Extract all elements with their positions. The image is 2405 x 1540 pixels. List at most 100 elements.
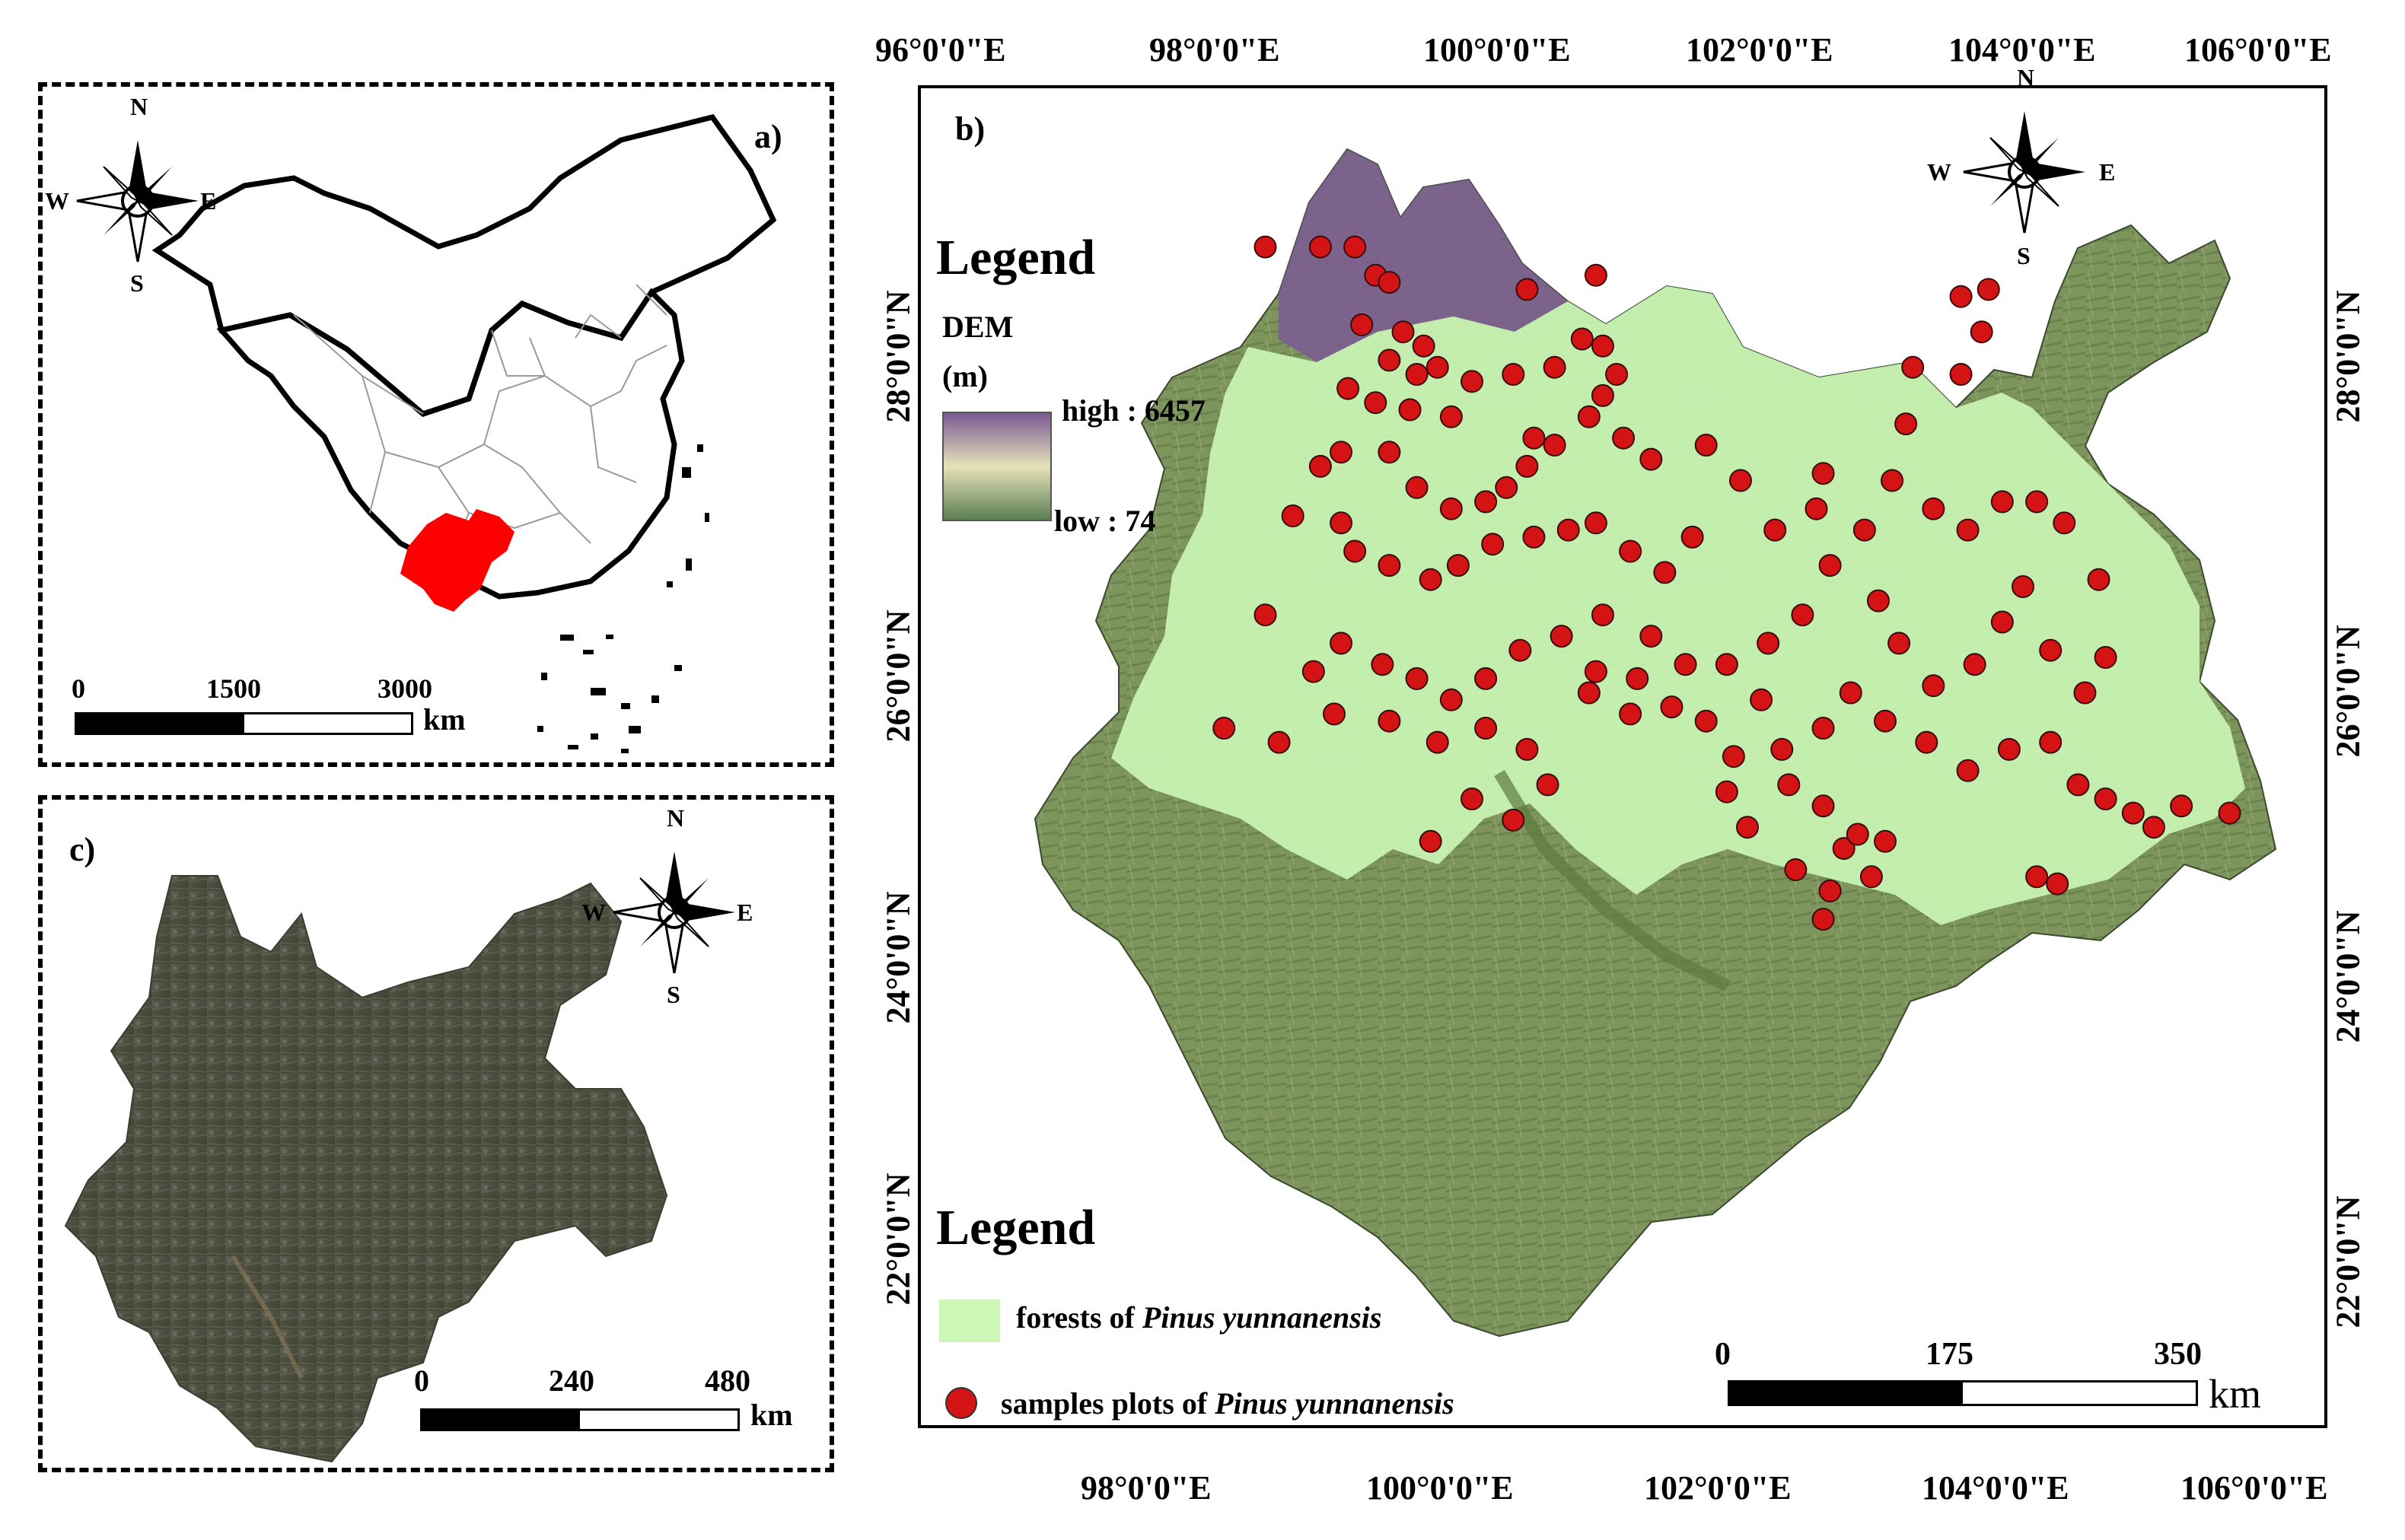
panel-b-dem-map: b) <box>918 64 2327 1428</box>
sample-plot-point <box>1811 717 1835 740</box>
sample-plot-point <box>1674 653 1697 676</box>
scale-b-tick-1: 175 <box>1926 1337 1973 1372</box>
sample-plot-point <box>1212 717 1236 740</box>
sample-plot-point <box>1660 695 1683 719</box>
sample-plot-point <box>1281 504 1304 527</box>
lon-top-100: 100°0'0"E <box>1423 31 1571 68</box>
sample-plot-point <box>1811 908 1835 931</box>
sample-plot-point <box>1522 426 1546 450</box>
sample-plot-point <box>1922 674 1945 698</box>
compass-e: E <box>737 899 753 926</box>
sample-plot-point <box>1336 377 1360 400</box>
sample-plot-point <box>1990 490 2014 514</box>
lon-top-102: 102°0'0"E <box>1686 31 1833 68</box>
sample-plot-point <box>1405 476 1429 499</box>
sample-plot-point <box>2066 773 2090 797</box>
sample-plot-point <box>1536 773 1559 797</box>
yunnan-highlight <box>400 509 514 612</box>
sample-plot-point <box>1963 653 1986 676</box>
sample-plot-point <box>1680 525 1704 549</box>
sample-plot-point <box>1694 434 1718 457</box>
sample-plot-point <box>1639 625 1663 648</box>
china-main-border <box>216 288 685 600</box>
sample-plot-point <box>1577 681 1601 705</box>
legend-forest-prefix: forests of <box>1016 1300 1142 1335</box>
sample-plot-point <box>1308 454 1332 478</box>
scale-a-tick-0: 0 <box>72 673 85 704</box>
north-arrow-icon <box>613 851 735 974</box>
lat-left-28: 28°0'0"N <box>879 290 917 423</box>
lat-left-22: 22°0'0"N <box>879 1172 917 1306</box>
sample-plot-point <box>1818 554 1842 578</box>
sample-plot-point <box>2046 872 2069 896</box>
north-arrow-icon <box>76 140 199 262</box>
sample-plot-point <box>2094 646 2117 669</box>
legend-dem-high: high : 6457 <box>1062 393 1206 428</box>
sample-plot-point <box>1419 829 1442 853</box>
lat-left-26: 26°0'0"N <box>879 609 917 743</box>
south-china-sea-islands <box>537 444 709 753</box>
compass-e: E <box>2099 158 2116 186</box>
sample-plot-point <box>1728 469 1752 492</box>
compass-s: S <box>130 269 144 297</box>
sample-plot-point <box>1866 589 1890 612</box>
legend-dem-low: low : 74 <box>1054 504 1156 538</box>
sample-plot-point <box>1330 441 1353 464</box>
panel-label-c: c) <box>69 831 96 868</box>
sample-plot-point <box>1619 702 1642 726</box>
lon-bottom-102: 102°0'0"E <box>1644 1469 1792 1507</box>
sample-plot-point <box>1915 730 1938 754</box>
sample-plot-point <box>2087 568 2110 591</box>
legend-dem-label: DEM <box>942 310 1014 344</box>
sample-plot-point <box>1977 278 2000 301</box>
sample-plot-point <box>1990 610 2014 634</box>
sample-plot-point <box>1502 363 1525 386</box>
sample-plot-point <box>1398 398 1422 422</box>
sample-plot-point <box>1391 320 1415 344</box>
sample-swatch <box>945 1387 977 1419</box>
sample-plot-point <box>1777 773 1801 797</box>
sample-plot-point <box>1736 816 1759 839</box>
sample-plot-point <box>1894 412 1918 436</box>
sample-plot-point <box>1997 737 2021 761</box>
sample-plot-point <box>1584 660 1607 683</box>
sample-plot-point <box>1956 518 1980 542</box>
yunnan-satellite-shape <box>64 875 668 1463</box>
sample-plot-point <box>1253 235 1277 259</box>
lat-right-22: 22°0'0"N <box>2329 1195 2367 1328</box>
panel-c-satellite-inset: c) <box>38 795 834 1472</box>
scale-a-tick-1: 1500 <box>206 673 261 704</box>
sample-plot-point <box>1378 554 1401 578</box>
sample-plot-point <box>1330 511 1353 535</box>
north-highlands <box>1279 149 1568 362</box>
scale-b-tick-2: 350 <box>2154 1337 2202 1372</box>
sample-plot-point <box>1591 334 1614 358</box>
scale-b-unit: km <box>2209 1371 2262 1417</box>
sample-plot-point <box>1439 688 1463 711</box>
lat-right-28: 28°0'0"N <box>2329 290 2367 423</box>
sample-plot-point <box>2053 511 2076 535</box>
sample-plot-point <box>1715 653 1738 676</box>
sample-plot-point <box>1874 829 1897 853</box>
sample-plot-point <box>1791 603 1814 627</box>
sample-plot-point <box>1805 497 1828 520</box>
sample-plot-point <box>1832 837 1856 861</box>
dem-color-ramp <box>942 412 1052 521</box>
sample-plot-point <box>1474 667 1498 690</box>
sample-plot-point <box>1626 667 1649 690</box>
china-outline-map <box>151 114 777 753</box>
sample-plot-point <box>2025 865 2049 889</box>
sample-plot-point <box>1818 879 1842 902</box>
sample-plot-point <box>1949 285 1973 308</box>
sample-plot-point <box>1308 235 1332 259</box>
sample-plot-point <box>1887 632 1911 655</box>
sample-plot-point <box>1591 603 1614 627</box>
sample-plot-point <box>1425 355 1449 379</box>
sample-plot-point <box>1502 808 1525 832</box>
panel-label-b: b) <box>955 110 986 148</box>
lon-bottom-100: 100°0'0"E <box>1366 1469 1514 1507</box>
sample-plot-point <box>1811 794 1835 818</box>
scale-c-tick-2: 480 <box>705 1363 750 1398</box>
sample-plot-point <box>1474 717 1498 740</box>
compass-w: W <box>1927 158 1951 186</box>
